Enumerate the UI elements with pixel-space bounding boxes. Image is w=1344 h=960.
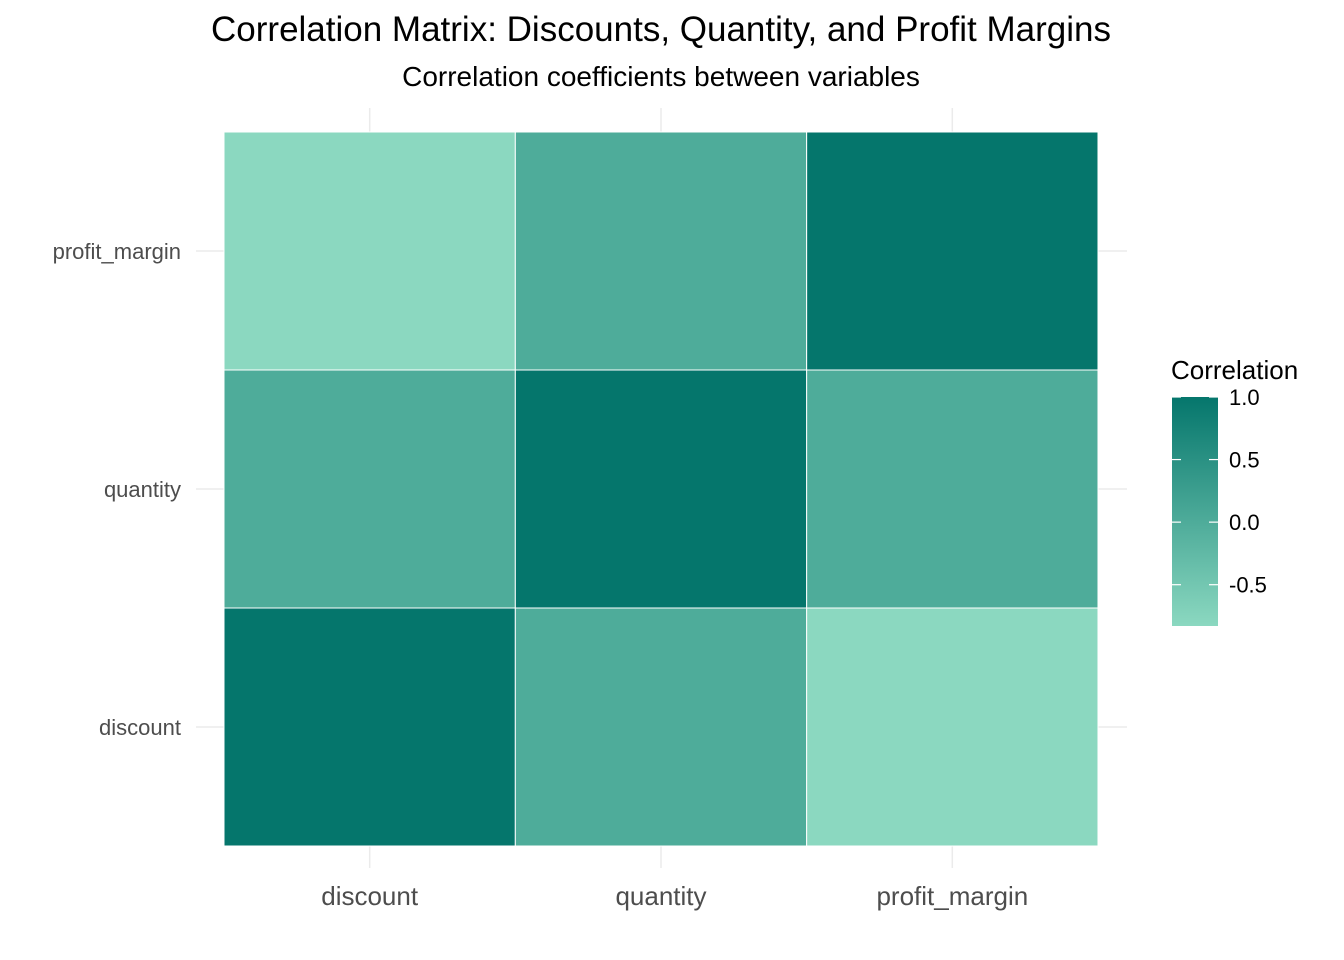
- legend-colorbar: [1172, 397, 1218, 626]
- heatmap-cell: [806, 607, 1099, 847]
- x-tick-label: quantity: [615, 881, 706, 911]
- y-tick-label: profit_margin: [53, 239, 181, 264]
- heatmap-cells: [223, 131, 1099, 847]
- legend-tick-label: 0.0: [1229, 510, 1260, 535]
- heatmap-cell: [223, 607, 516, 847]
- chart-title: Correlation Matrix: Discounts, Quantity,…: [211, 10, 1111, 49]
- y-tick-label: quantity: [104, 477, 181, 502]
- heatmap-cell: [514, 131, 808, 371]
- x-tick-label: discount: [321, 881, 419, 911]
- legend-title: Correlation: [1171, 355, 1298, 385]
- heatmap-cell: [806, 131, 1099, 371]
- heatmap-cell: [514, 607, 808, 847]
- legend: Correlation 1.0 0.5 0.0 -0.5: [1171, 355, 1298, 626]
- x-axis: discount quantity profit_margin: [321, 881, 1028, 911]
- legend-tick-label: 1.0: [1229, 385, 1260, 410]
- y-axis: discount quantity profit_margin: [53, 239, 181, 740]
- y-tick-label: discount: [99, 715, 181, 740]
- legend-tick-label: 0.5: [1229, 448, 1260, 473]
- legend-ticks: 1.0 0.5 0.0 -0.5: [1172, 385, 1267, 598]
- legend-tick-label: -0.5: [1229, 573, 1267, 598]
- heatmap-cell: [223, 369, 516, 609]
- x-tick-label: profit_margin: [876, 881, 1028, 911]
- heatmap-cell: [806, 369, 1099, 609]
- chart-subtitle: Correlation coefficients between variabl…: [402, 61, 920, 92]
- heatmap-cell: [514, 369, 808, 609]
- heatmap-cell: [223, 131, 516, 371]
